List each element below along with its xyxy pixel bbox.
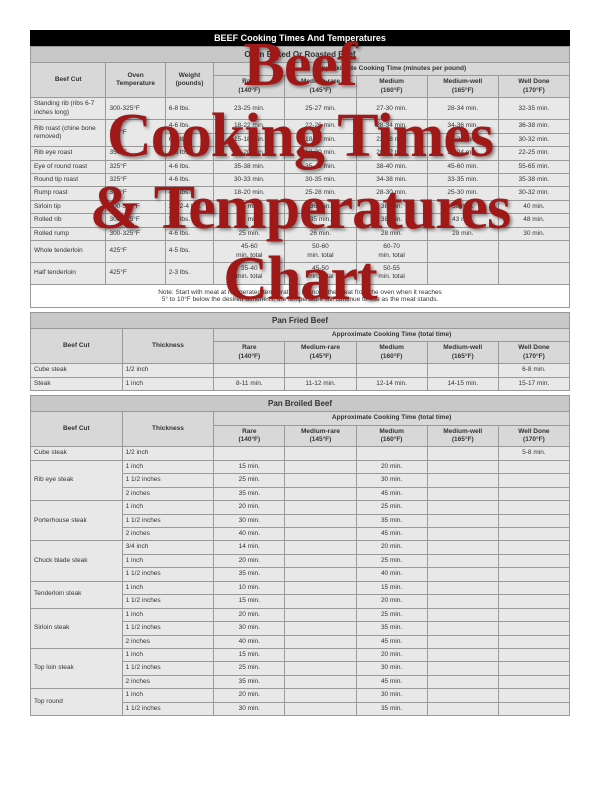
table-row: Whole tenderloin425°F4-5 lbs.45-60min. t… (31, 241, 570, 263)
table-row: Eye of round roast325°F4-6 lbs.35-38 min… (31, 160, 570, 173)
table-row: Standing rib (ribs 6-7 inches long)300-3… (31, 98, 570, 120)
section3-thead: Beef CutThicknessApproximate Cooking Tim… (31, 412, 570, 447)
table-row: Top loin steak1 inch15 min.20 min. (31, 648, 570, 661)
table-row: Rump roast325°F4-6 lbs.18-20 min.25-28 m… (31, 187, 570, 200)
section1-thead: Beef CutOvenTemperatureWeight(pounds)App… (31, 63, 570, 98)
table-row: Rolled rib300-325°F5-7 lbs.32 min.35 min… (31, 214, 570, 227)
section1-note: Note: Start with meat at refrigerated te… (30, 285, 570, 308)
table-row: Cube steak1/2 inch5-8 min. (31, 447, 570, 460)
table-row: Round tip roast325°F4-6 lbs.30-33 min.30… (31, 173, 570, 186)
table-row: Half tenderloin425°F2-3 lbs.35-40min. to… (31, 263, 570, 285)
section2-table: Beef CutThicknessApproximate Cooking Tim… (30, 328, 570, 391)
table-row: Sirloin tip300-325°F3 1/2-4 lbs.35 min.3… (31, 200, 570, 213)
page: BEEF Cooking Times And Temperatures Oven… (0, 0, 600, 726)
table-row: Steak1 inch8-11 min.11-12 min.12-14 min.… (31, 377, 570, 390)
table-row: Cube steak1/2 inch6-8 min. (31, 364, 570, 377)
section3-tbody: Cube steak1/2 inch5-8 min.Rib eye steak1… (31, 447, 570, 716)
table-row: Tenderloin steak1 inch10 min.15 min. (31, 581, 570, 594)
table-row: Sirloin steak1 inch20 min.25 min. (31, 608, 570, 621)
section1-header: Oven Baked Or Roasted Beef (30, 46, 570, 62)
main-title: BEEF Cooking Times And Temperatures (30, 30, 570, 46)
section3-header: Pan Broiled Beef (30, 395, 570, 411)
table-row: Rolled rump300-325°F4-6 lbs.25 min.26 mi… (31, 227, 570, 240)
section1-tbody: Standing rib (ribs 6-7 inches long)300-3… (31, 98, 570, 285)
table-row: Rib eye steak1 inch15 min.20 min. (31, 460, 570, 473)
table-row: Porterhouse steak1 inch20 min.25 min. (31, 501, 570, 514)
table-row: Top round1 inch20 min.30 min. (31, 689, 570, 702)
section2-header: Pan Fried Beef (30, 312, 570, 328)
table-row: Chuck blade steak3/4 inch14 min.20 min. (31, 541, 570, 554)
table-row: Rib roast (chine bone removed)350°F4-6 l… (31, 120, 570, 133)
section1-table: Beef CutOvenTemperatureWeight(pounds)App… (30, 62, 570, 285)
table-row: Rib eye roast350°F4-6 lbs.18-20 min.18-2… (31, 147, 570, 160)
section2-thead: Beef CutThicknessApproximate Cooking Tim… (31, 328, 570, 363)
section2-tbody: Cube steak1/2 inch6-8 min.Steak1 inch8-1… (31, 364, 570, 391)
section3-table: Beef CutThicknessApproximate Cooking Tim… (30, 411, 570, 716)
